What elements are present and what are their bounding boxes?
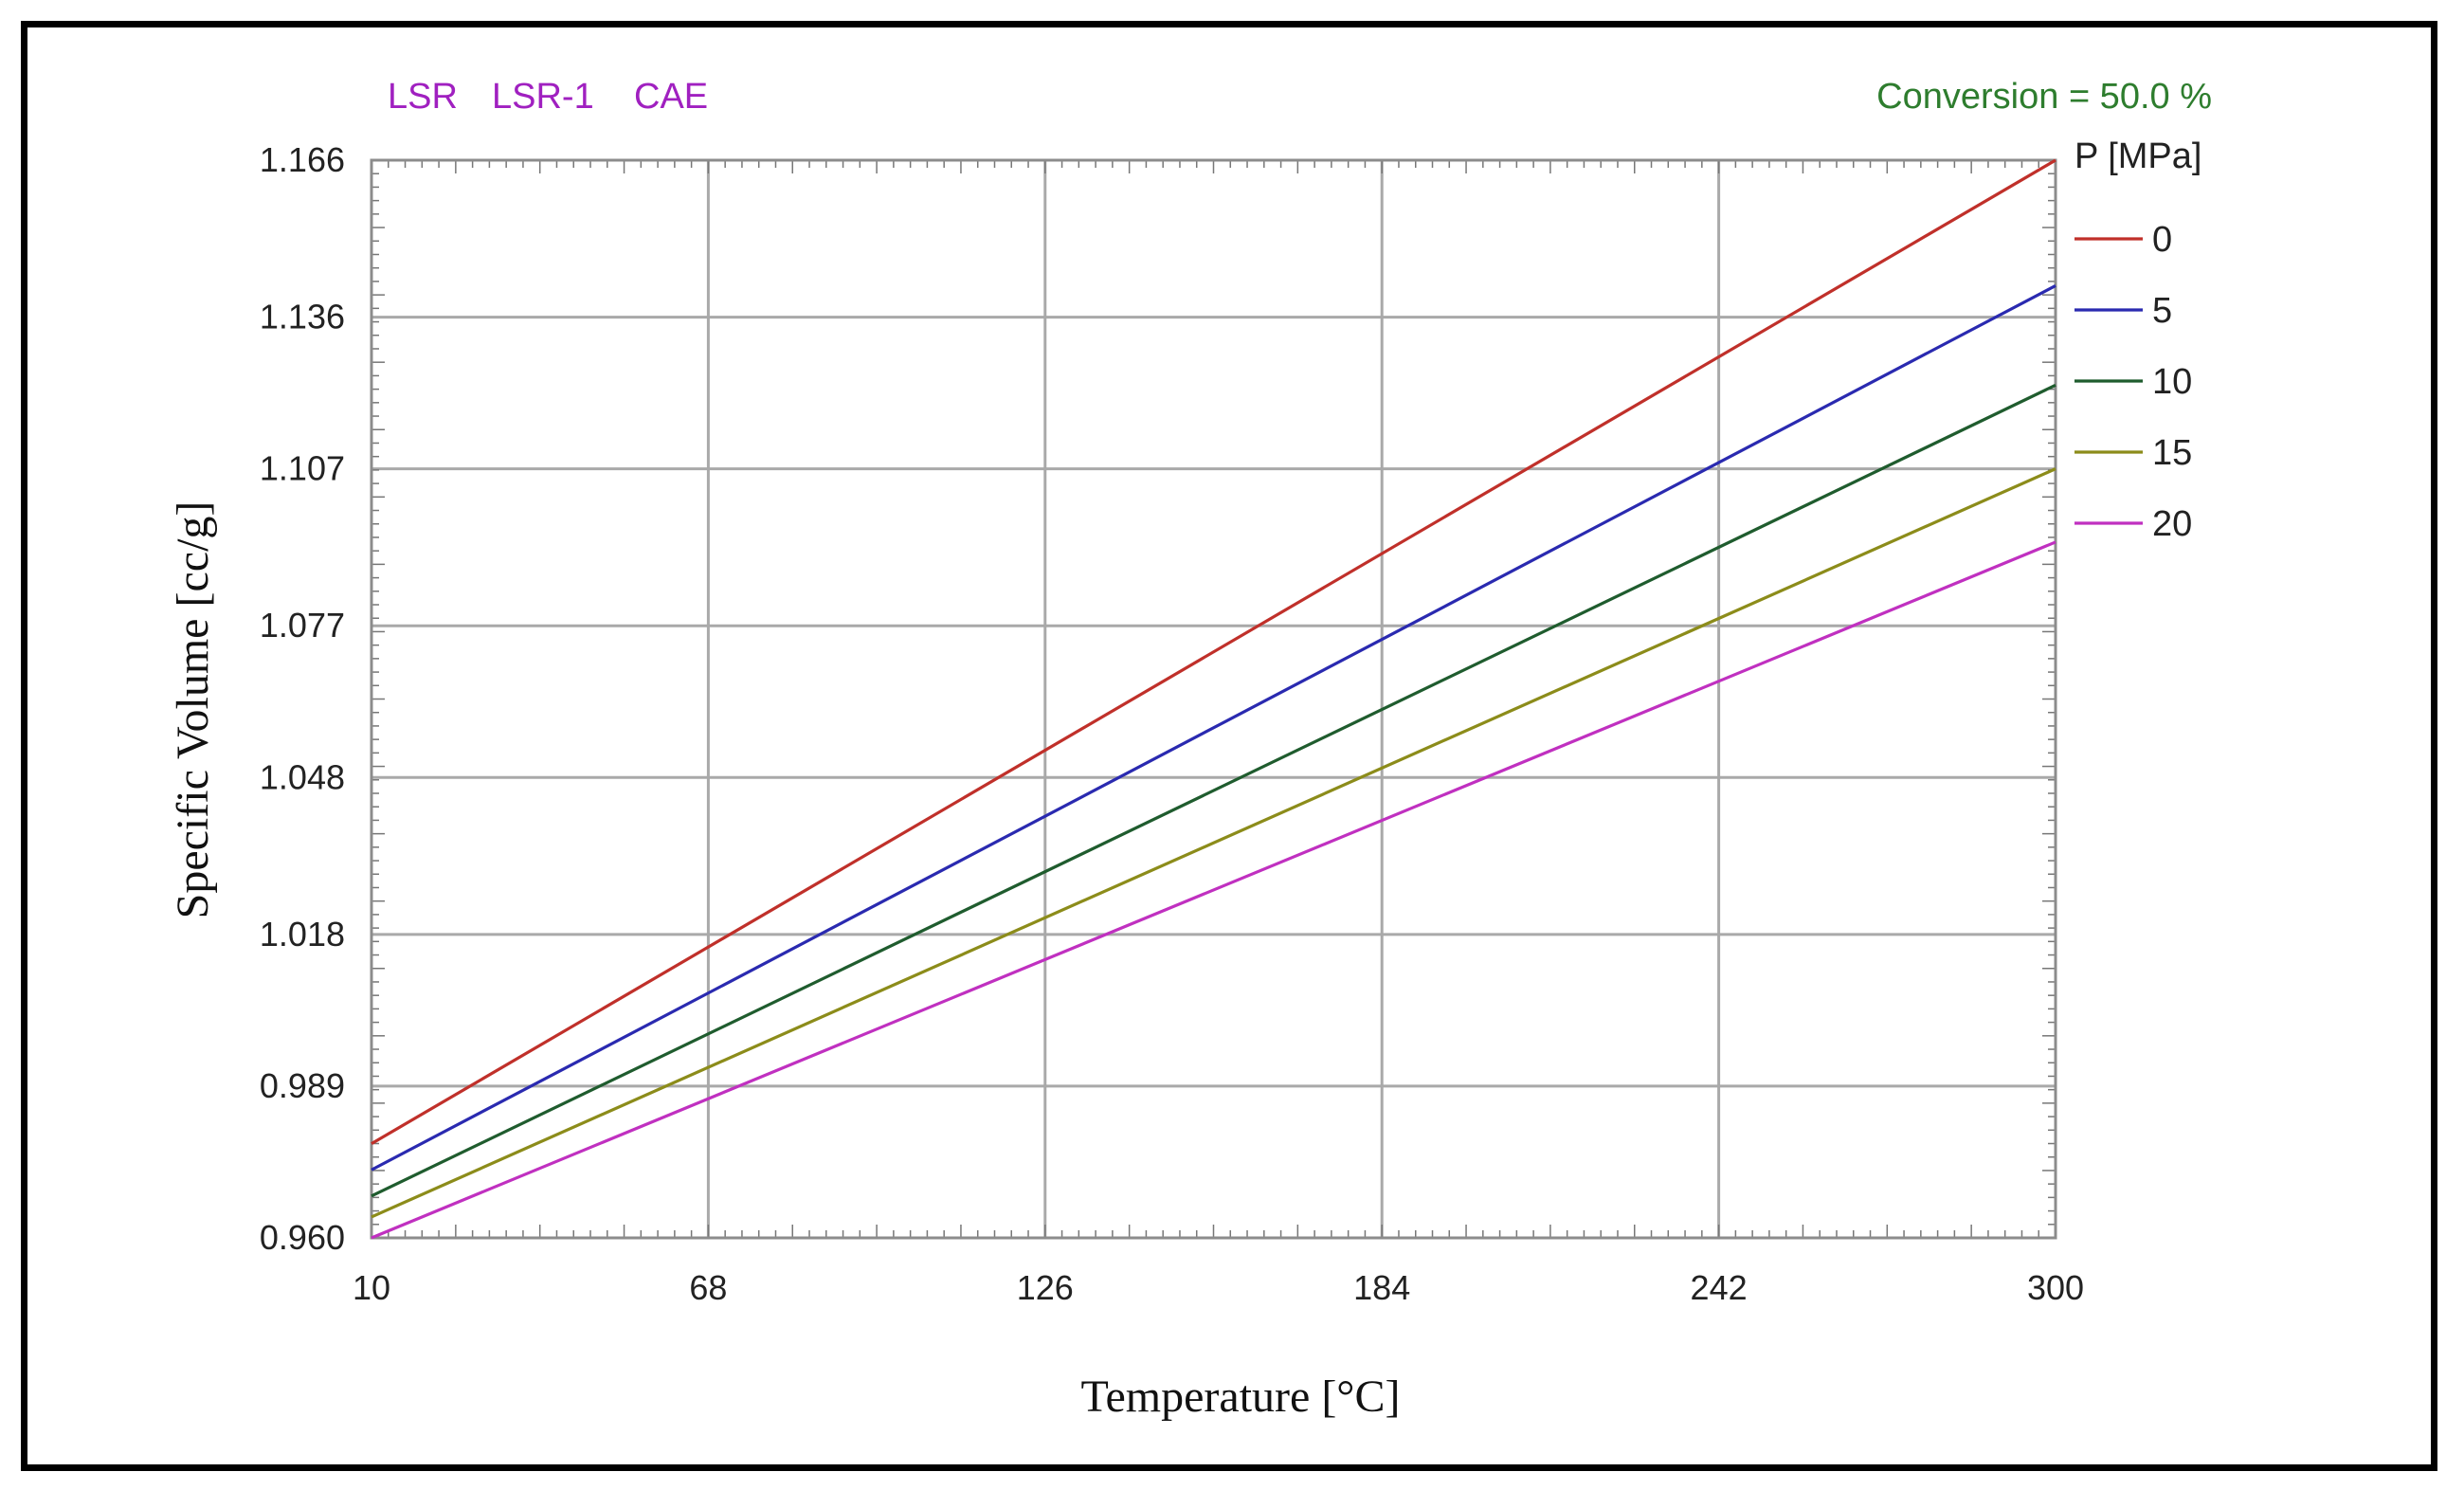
material-tag-0: LSR [388, 77, 458, 117]
x-tick-label: 300 [2027, 1268, 2084, 1307]
series-line-p5 [371, 284, 2056, 1172]
legend-label-p10: 10 [2152, 362, 2192, 402]
series-line-p10 [371, 383, 2056, 1198]
x-tick-labels: 10 68 126 184 242 300 [353, 1268, 2084, 1307]
series-line-p20 [371, 540, 2056, 1240]
legend-items: 0 5 10 15 20 [2074, 220, 2192, 544]
y-axis-title: Specific Volume [cc/g] [168, 501, 218, 919]
y-tick-label: 0.960 [260, 1218, 345, 1257]
legend: P [MPa] 0 5 10 15 20 [2074, 136, 2201, 544]
y-tick-label: 1.077 [260, 606, 345, 645]
legend-label-p20: 20 [2152, 504, 2192, 544]
x-tick-label: 242 [1691, 1268, 1748, 1307]
figure-frame: LSR LSR-1 CAE Conversion = 50.0 % 10 68 126 1… [21, 21, 2437, 1471]
material-tag-1: LSR-1 [492, 77, 594, 117]
series-lines [371, 158, 2056, 1240]
x-tick-label: 68 [689, 1268, 727, 1307]
minor-ticks [371, 159, 2056, 1239]
grid [370, 158, 2057, 1240]
x-tick-label: 126 [1017, 1268, 1074, 1307]
legend-label-p0: 0 [2152, 220, 2172, 260]
material-tag-2: CAE [634, 77, 708, 117]
y-tick-label: 1.018 [260, 915, 345, 954]
chart: LSR LSR-1 CAE Conversion = 50.0 % 10 68 126 1… [168, 77, 2212, 1422]
x-tick-label: 184 [1353, 1268, 1410, 1307]
y-tick-label: 1.048 [260, 757, 345, 796]
y-tick-label: 1.166 [260, 140, 345, 179]
plot-area [370, 158, 2057, 1240]
x-axis-title: Temperature [°C] [1080, 1372, 1400, 1422]
x-tick-label: 10 [353, 1268, 390, 1307]
series-line-p0 [371, 158, 2056, 1146]
conversion-label: Conversion = 50.0 % [1876, 77, 2212, 117]
legend-label-p15: 15 [2152, 433, 2192, 473]
y-tick-label: 1.136 [260, 298, 345, 336]
y-tick-labels: 0.960 0.989 1.018 1.048 1.077 1.107 1.136 1.166 [260, 140, 345, 1257]
y-tick-label: 1.107 [260, 449, 345, 488]
legend-label-p5: 5 [2152, 291, 2172, 331]
legend-title: P [MPa] [2074, 136, 2201, 176]
series-line-p15 [371, 467, 2056, 1219]
material-tags: LSR LSR-1 CAE [388, 77, 708, 117]
y-tick-label: 0.989 [260, 1066, 345, 1105]
